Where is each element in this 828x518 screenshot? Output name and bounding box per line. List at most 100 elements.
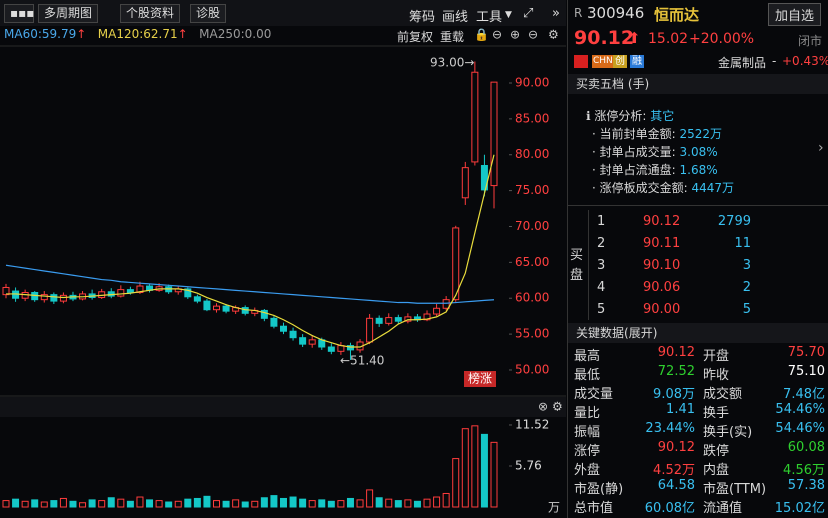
toolbar-button[interactable]: 个股资料 bbox=[120, 4, 181, 23]
lock-icon[interactable]: 🔒 bbox=[474, 28, 489, 42]
key-label: 最高 bbox=[574, 349, 601, 364]
badge: 融 bbox=[630, 55, 644, 68]
volume-bar bbox=[2, 500, 10, 508]
volume-bar bbox=[40, 501, 48, 508]
menu-button[interactable]: ▪▪▪ bbox=[4, 4, 34, 23]
volume-bar bbox=[165, 501, 173, 508]
bid-volume: 5 bbox=[742, 302, 751, 317]
candle-body bbox=[471, 71, 479, 163]
more-icon[interactable]: » bbox=[552, 6, 560, 21]
candle-body bbox=[433, 307, 441, 315]
toolbar-button[interactable]: 多周期图 bbox=[38, 4, 99, 23]
volume-bar bbox=[21, 500, 29, 508]
volume-bar bbox=[193, 497, 201, 508]
candle-body bbox=[136, 285, 144, 293]
analysis-row: · 封单占成交量: 3.08% bbox=[592, 145, 718, 159]
control[interactable]: 重载 bbox=[440, 30, 465, 44]
control[interactable]: 前复权 bbox=[397, 30, 434, 44]
key-label: 成交额 bbox=[703, 387, 743, 402]
divider bbox=[568, 205, 828, 206]
ma-label: MA120:62.71 bbox=[97, 27, 178, 41]
volume-bar bbox=[308, 500, 316, 508]
key-label: 涨停 bbox=[574, 444, 601, 459]
tool[interactable]: 画线 bbox=[442, 10, 469, 25]
value: 2522万 bbox=[679, 127, 723, 141]
key-label: 昨收 bbox=[703, 368, 730, 383]
candle-body bbox=[117, 289, 125, 297]
expand-icon[interactable]: ⤢ bbox=[523, 6, 534, 21]
badge: CHN bbox=[592, 55, 614, 68]
candle-body bbox=[203, 300, 211, 311]
zoom-out[interactable]: ⊖ bbox=[492, 28, 502, 42]
stock-name: 恒而达 bbox=[654, 6, 700, 24]
settings-icon[interactable]: ⚙ bbox=[548, 28, 559, 42]
section-toggle[interactable]: (展开) bbox=[624, 326, 658, 340]
y-tick-label: 11.52 bbox=[515, 417, 549, 431]
volume-bar bbox=[69, 500, 77, 508]
volume-bar bbox=[356, 499, 364, 508]
candle-body bbox=[260, 309, 268, 319]
y-tick-label: 5.76 bbox=[515, 458, 542, 472]
y-tick-label: 60.00 bbox=[515, 291, 549, 305]
bid-price: 90.11 bbox=[643, 236, 681, 251]
volume-bar bbox=[31, 499, 39, 508]
candle-body bbox=[385, 317, 393, 324]
key-label: 量比 bbox=[574, 406, 601, 421]
volume-bar bbox=[471, 425, 479, 508]
candle-body bbox=[126, 289, 134, 293]
badge: 榜涨 bbox=[468, 371, 492, 386]
industry-sep: - bbox=[772, 54, 777, 68]
value: 3.08% bbox=[679, 145, 718, 159]
candle-body bbox=[327, 346, 335, 352]
tool[interactable]: 工具 bbox=[476, 10, 503, 25]
candle-body bbox=[270, 317, 278, 327]
volume-bar bbox=[174, 500, 182, 508]
tool[interactable]: 筹码 bbox=[409, 10, 436, 25]
volume-bar bbox=[375, 497, 383, 508]
zoom-in[interactable]: ⊕ bbox=[510, 28, 520, 42]
volume-bar bbox=[394, 500, 402, 508]
volume-bar bbox=[222, 500, 230, 508]
key-label: 市盈(静) bbox=[574, 482, 624, 497]
candle-body bbox=[394, 317, 402, 322]
key-value: 4.56万 bbox=[783, 463, 825, 478]
ma-arrow: ↑ bbox=[177, 27, 188, 41]
volume-bar bbox=[136, 496, 144, 508]
bid-price: 90.06 bbox=[643, 280, 681, 295]
y-tick-label: 75.00 bbox=[515, 183, 549, 197]
candle-body bbox=[50, 294, 58, 302]
ma-line bbox=[6, 154, 495, 348]
side-label: 买盘 bbox=[570, 248, 584, 283]
value: 4447万 bbox=[691, 181, 735, 195]
volume-bar bbox=[213, 500, 221, 508]
candle-body bbox=[213, 305, 221, 311]
chart-area: ⊗ ⚙ 🔒 ⊖ ⊕ ⊖ ⚙ ←51.40 93.00→ 榜涨 万 90.00 85… bbox=[0, 0, 566, 515]
candle-body bbox=[423, 313, 431, 321]
chevron[interactable]: › bbox=[818, 140, 824, 156]
label: 封单占流通盘: bbox=[599, 163, 676, 177]
industry-pct: +0.43% bbox=[782, 54, 828, 68]
y-tick-label: 65.00 bbox=[515, 255, 549, 269]
candle-body bbox=[222, 305, 230, 312]
key-value: 64.58 bbox=[657, 478, 695, 493]
candle-body bbox=[308, 339, 316, 345]
price: 90.12 bbox=[574, 27, 635, 49]
candle-body bbox=[193, 296, 201, 302]
quote-panel: R 300946 恒而达 加自选 90.12 ⬆ 15.02 +20.00% 闭… bbox=[567, 0, 828, 518]
add-button[interactable]: 加自选 bbox=[768, 3, 822, 26]
minus-icon[interactable]: ⊖ bbox=[528, 28, 538, 42]
ma-arrow: ↑ bbox=[76, 27, 87, 41]
toolbar-button[interactable]: 诊股 bbox=[190, 4, 227, 23]
section-unit: (手) bbox=[627, 77, 650, 91]
volume-bar bbox=[260, 497, 268, 508]
candle-body bbox=[442, 299, 450, 309]
analysis-label: ℹ 涨停分析: 其它 bbox=[586, 109, 675, 123]
key-label: 换手 bbox=[703, 406, 730, 421]
section-title: 关键数据 bbox=[576, 326, 625, 340]
dropdown[interactable]: ▼ bbox=[505, 10, 512, 20]
close-icon[interactable]: ⊗ bbox=[538, 400, 548, 414]
settings-icon[interactable]: ⚙ bbox=[552, 400, 563, 414]
ma-label: MA60:59.79 bbox=[4, 27, 77, 41]
volume-bar bbox=[433, 496, 441, 508]
key-value: 15.02亿 bbox=[774, 501, 825, 516]
